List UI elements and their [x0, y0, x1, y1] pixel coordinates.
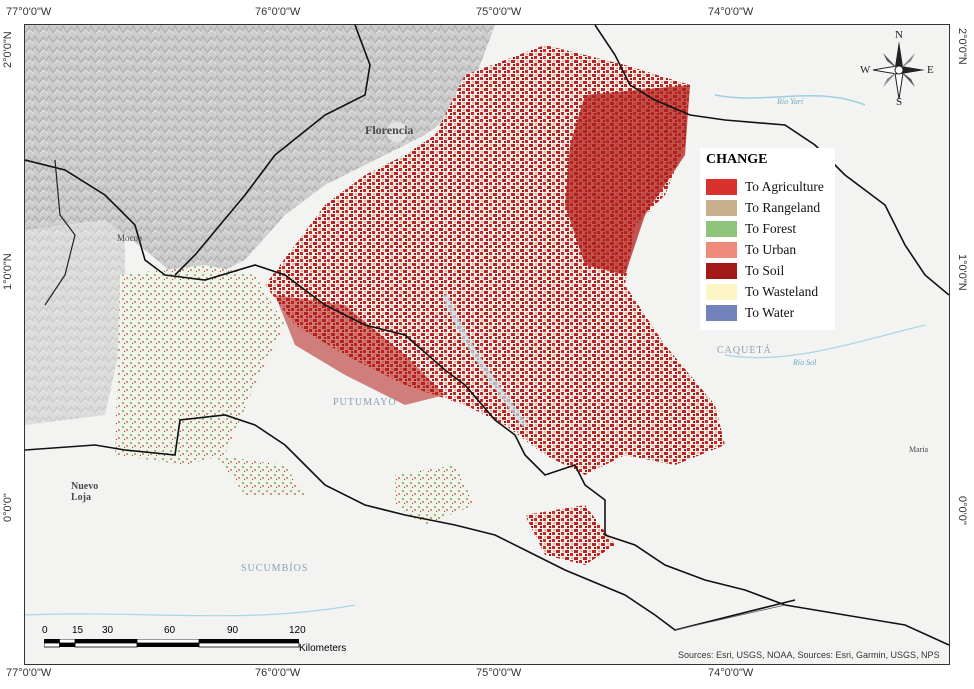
place-rio-yari: Río Yarí — [777, 97, 804, 106]
place-sucumbios: SUCUMBÍOS — [241, 563, 309, 574]
place-mocoa: Mocoa — [117, 233, 142, 243]
legend-swatch — [706, 305, 737, 321]
legend-item-wasteland: To Wasteland — [706, 283, 818, 301]
lat-tick-2n-right: 2°0'0"N — [956, 28, 968, 65]
lon-tick-75w-bottom: 75°0'0"W — [476, 667, 522, 679]
scale-bar: 0 15 30 60 90 120 Kilometers — [42, 625, 347, 655]
place-florencia: Florencia — [365, 123, 414, 137]
compass-e-label: E — [927, 64, 934, 76]
map-frame[interactable]: Florencia Mocoa PUTUMAYO CAQUETÁ Nuevo L… — [24, 24, 950, 665]
scale-bar-graphic — [44, 639, 300, 648]
place-maria: Maria — [909, 445, 929, 454]
lat-tick-1n-left: 1°0'0"N — [2, 253, 14, 290]
place-nuevo-loja: Nuevo Loja — [71, 481, 99, 503]
legend-label: To Forest — [745, 221, 797, 236]
compass-n-label: N — [895, 29, 903, 41]
legend-item-urban: To Urban — [706, 241, 796, 259]
scale-tick-15: 15 — [72, 625, 84, 636]
lon-tick-77w-bottom: 77°0'0"W — [6, 667, 52, 679]
north-arrow: N S E W — [860, 29, 935, 109]
legend-swatch — [706, 179, 737, 195]
compass-w-label: W — [860, 64, 871, 76]
legend-label: To Soil — [745, 263, 785, 278]
basemap — [25, 25, 949, 664]
legend-item-rangeland: To Rangeland — [706, 199, 820, 217]
lat-tick-0-left: 0°0'0" — [2, 493, 14, 522]
legend-item-agriculture: To Agriculture — [706, 178, 824, 196]
lat-tick-1n-right: 1°0'0"N — [956, 254, 968, 291]
legend-item-soil: To Soil — [706, 262, 784, 280]
legend-item-water: To Water — [706, 304, 794, 322]
scale-tick-90: 90 — [227, 625, 239, 636]
attribution: Sources: Esri, USGS, NOAA, Sources: Esri… — [678, 650, 940, 660]
scale-tick-120: 120 — [289, 625, 306, 636]
legend-label: To Rangeland — [745, 200, 821, 215]
scale-tick-30: 30 — [102, 625, 114, 636]
legend-swatch — [706, 200, 737, 216]
lat-tick-0-right: 0°0'0" — [956, 496, 968, 525]
lon-tick-75w-top: 75°0'0"W — [476, 6, 522, 18]
place-putumayo: PUTUMAYO — [333, 397, 397, 408]
lon-tick-74w-bottom: 74°0'0"W — [708, 667, 754, 679]
legend-label: To Wasteland — [745, 284, 819, 299]
legend: CHANGE To Agriculture To Rangeland To Fo… — [700, 148, 835, 330]
lon-tick-77w-top: 77°0'0"W — [6, 6, 52, 18]
legend-title: CHANGE — [706, 152, 768, 167]
legend-label: To Agriculture — [745, 179, 824, 194]
lon-tick-74w-top: 74°0'0"W — [708, 6, 754, 18]
legend-label: To Water — [745, 305, 795, 320]
place-caqueta: CAQUETÁ — [717, 345, 772, 356]
legend-swatch — [706, 221, 737, 237]
lon-tick-76w-bottom: 76°0'0"W — [255, 667, 301, 679]
legend-swatch — [706, 242, 737, 258]
scale-tick-0: 0 — [42, 625, 48, 636]
legend-swatch — [706, 284, 737, 300]
place-rio-sol: Río Sol — [793, 358, 817, 367]
lat-tick-2n-left: 2°0'0"N — [2, 31, 14, 68]
legend-item-forest: To Forest — [706, 220, 796, 238]
legend-label: To Urban — [745, 242, 797, 257]
compass-s-label: S — [896, 96, 903, 108]
scale-tick-60: 60 — [164, 625, 176, 636]
legend-swatch — [706, 263, 737, 279]
compass-rose-icon — [872, 41, 925, 100]
lon-tick-76w-top: 76°0'0"W — [255, 6, 301, 18]
scale-unit: Kilometers — [299, 643, 347, 654]
